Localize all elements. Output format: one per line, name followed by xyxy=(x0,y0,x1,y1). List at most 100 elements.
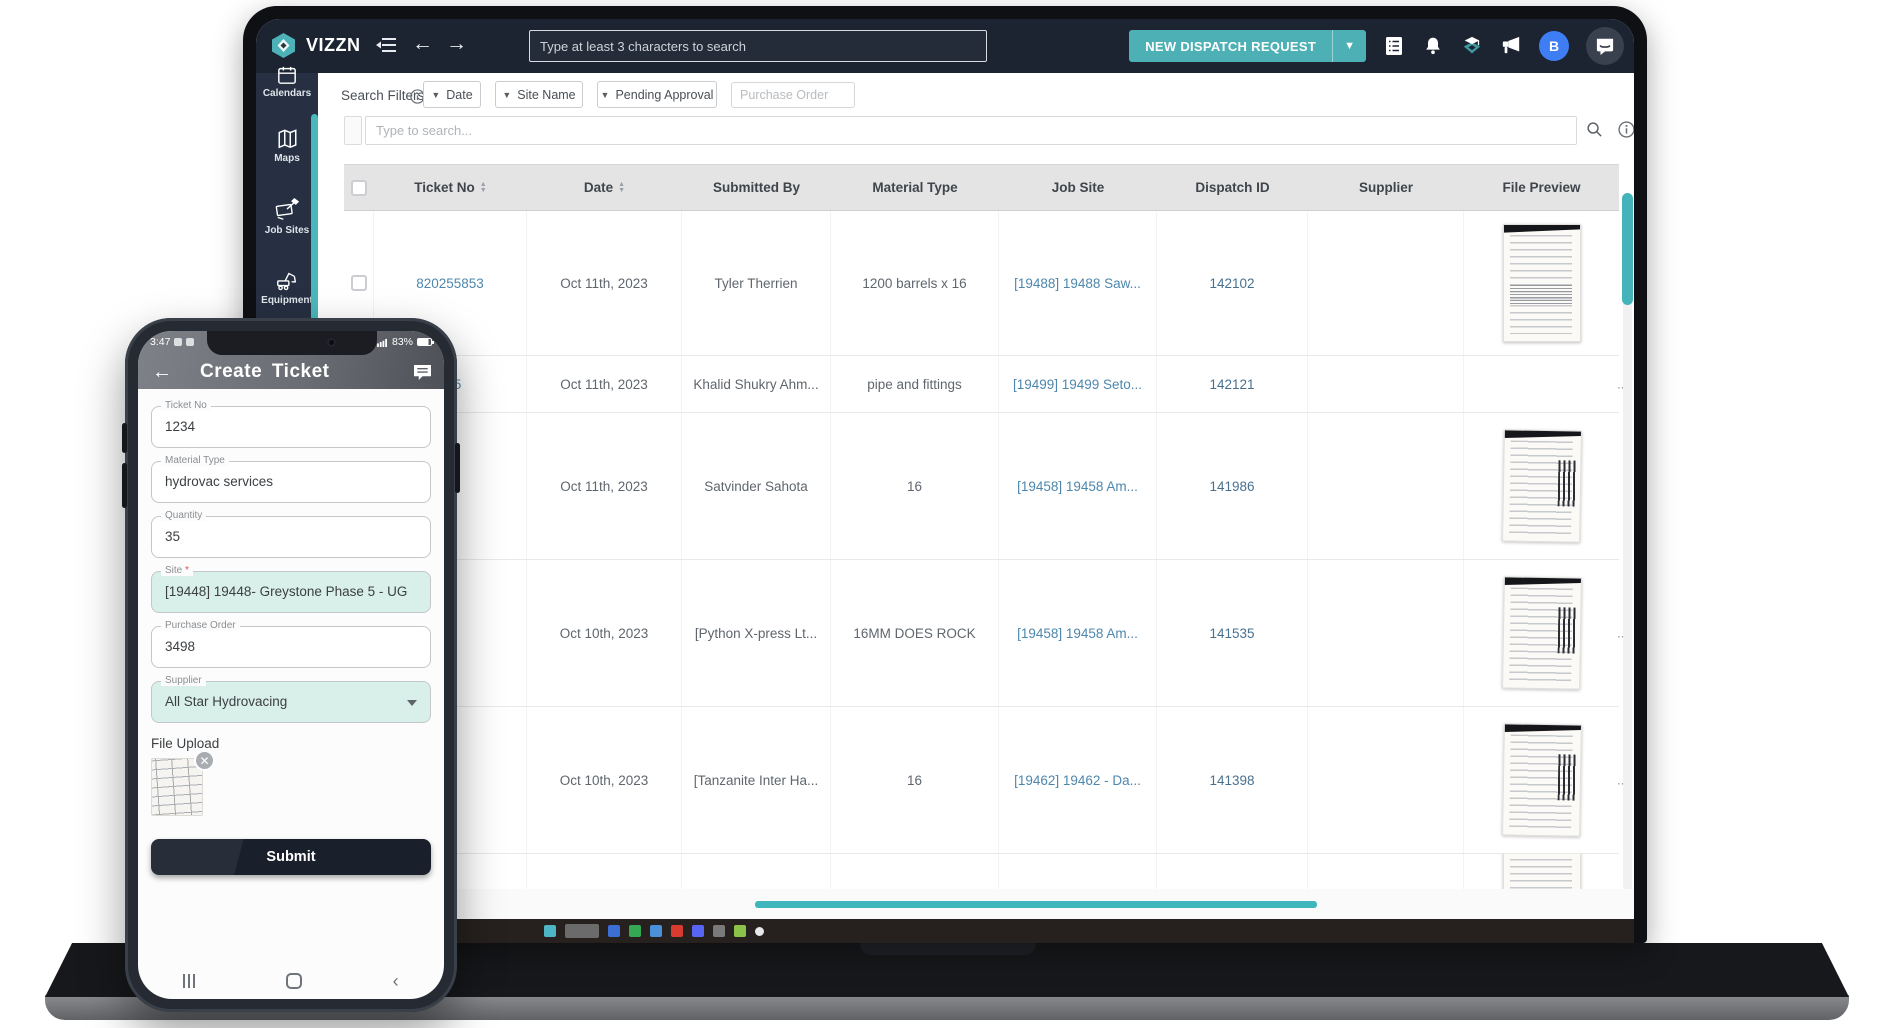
notifications-bell-icon[interactable] xyxy=(1422,35,1444,57)
vizzn-learn-icon[interactable] xyxy=(1461,35,1483,57)
file-preview-thumbnail[interactable] xyxy=(1501,429,1582,543)
announcements-megaphone-icon[interactable] xyxy=(1500,35,1522,57)
taskbar-app-icon[interactable] xyxy=(713,925,725,937)
taskbar-app-icon[interactable] xyxy=(629,925,641,937)
equipment-excavator-icon xyxy=(277,272,297,291)
sidebar-item-job-sites[interactable]: Job Sites xyxy=(256,198,318,236)
taskbar-app-icon[interactable] xyxy=(544,925,556,937)
taskbar-app-icon[interactable] xyxy=(608,925,620,937)
ticket-no-field[interactable]: Ticket No 1234 xyxy=(151,400,431,448)
site-field[interactable]: Site * [19448] 19448- Greystone Phase 5 … xyxy=(151,565,431,613)
table-header-row: Ticket No ▲ ▼ Date ▲ ▼ Submitted By Material… xyxy=(344,164,1619,211)
phone-power-button xyxy=(455,443,460,493)
column-ticket-no[interactable]: Ticket No ▲ ▼ xyxy=(414,180,487,195)
support-chat-icon[interactable] xyxy=(1586,27,1624,65)
file-preview-thumbnail[interactable] xyxy=(1501,723,1582,837)
sort-icon[interactable]: ▲ ▼ xyxy=(618,180,626,194)
file-preview-thumbnail[interactable] xyxy=(1501,576,1582,690)
notification-icon xyxy=(186,338,195,346)
file-upload-thumbnail[interactable]: ✕ xyxy=(151,750,215,820)
global-search-input[interactable] xyxy=(529,30,987,62)
tickets-table: Ticket No ▲ ▼ Date ▲ ▼ Submitted By Material… xyxy=(344,164,1628,902)
app-topbar: VIZZN ← → NEW DISPATCH REQUEST ▼ xyxy=(256,19,1634,73)
job-site-link[interactable]: [19488] 19488 Saw... xyxy=(999,211,1157,355)
job-site-link[interactable]: [19462] 19462 - Da... xyxy=(999,707,1157,853)
laptop-lid-notch xyxy=(860,943,1036,955)
chevron-down-icon: ▼ xyxy=(431,89,441,100)
brand-title: VIZZN xyxy=(306,35,361,55)
sort-icon[interactable]: ▲ ▼ xyxy=(479,180,487,194)
chevron-down-icon: ▼ xyxy=(600,89,610,100)
menu-toggle-icon[interactable] xyxy=(376,36,397,54)
user-avatar[interactable]: B xyxy=(1539,31,1569,61)
search-icon[interactable] xyxy=(1586,121,1603,138)
remove-file-icon[interactable]: ✕ xyxy=(194,750,215,771)
column-file-preview: File Preview xyxy=(1502,180,1581,195)
uploaded-image xyxy=(151,758,203,816)
battery-icon xyxy=(417,338,434,346)
android-back-icon[interactable]: ‹ xyxy=(392,971,399,991)
table-search-bar xyxy=(318,114,1634,148)
sidebar-item-equipment[interactable]: Equipment xyxy=(256,268,318,306)
new-dispatch-request-button[interactable]: NEW DISPATCH REQUEST ▼ xyxy=(1129,30,1366,62)
ticket-no-link[interactable]: 820255853 xyxy=(374,211,527,355)
table-vertical-scrollbar-track[interactable] xyxy=(1623,211,1632,891)
job-site-link[interactable]: [19458] 19458 Am... xyxy=(999,560,1157,706)
taskbar-app-icon[interactable] xyxy=(692,925,704,937)
job-sites-icon xyxy=(275,198,300,220)
filter-date-button[interactable]: ▼ Date xyxy=(423,81,481,108)
table-row[interactable]: 70 Oct 11th, 2023 Satvinder Sahota 16 [1… xyxy=(344,413,1619,560)
column-material-type: Material Type xyxy=(872,180,958,195)
taskbar-app-icon[interactable] xyxy=(734,925,746,937)
phone-chat-icon[interactable] xyxy=(413,364,432,381)
filter-site-name-button[interactable]: ▼ Site Name xyxy=(495,81,583,108)
home-icon[interactable] xyxy=(285,973,302,989)
taskbar-app-icon[interactable] xyxy=(671,925,683,937)
back-arrow-icon[interactable]: ← xyxy=(412,32,433,55)
signal-icon xyxy=(377,338,387,347)
status-time: 3:47 xyxy=(150,336,171,348)
phone-mockup: 3:47 83% ← Create Ticket xyxy=(122,318,460,1012)
job-site-link[interactable]: [19458] 19458 Am... xyxy=(999,413,1157,559)
table-row[interactable]: 62 Oct 10th, 2023 [Python X-press Lt... … xyxy=(344,560,1628,707)
dispatch-dropdown-caret[interactable]: ▼ xyxy=(1332,30,1366,62)
taskbar-app-icon[interactable] xyxy=(755,926,764,936)
table-row[interactable]: 425 Oct 11th, 2023 Khalid Shukry Ahm... … xyxy=(344,356,1628,413)
purchase-order-filter-input[interactable] xyxy=(731,82,855,108)
table-vertical-scrollbar-thumb[interactable] xyxy=(1622,193,1633,305)
purchase-order-field[interactable]: Purchase Order 3498 xyxy=(151,620,431,668)
phone-back-arrow-icon[interactable]: ← xyxy=(152,360,172,383)
column-dispatch-id: Dispatch ID xyxy=(1195,180,1270,195)
taskbar-preview-tile[interactable] xyxy=(565,924,599,938)
table-info-icon[interactable] xyxy=(1618,121,1634,138)
select-all-checkbox[interactable] xyxy=(351,179,367,196)
phone-app-header: 3:47 83% ← Create Ticket xyxy=(138,331,444,389)
job-site-link[interactable]: [19499] 19499 Seto... xyxy=(999,356,1157,412)
submit-button[interactable]: Submit xyxy=(151,839,431,875)
table-row[interactable]: 820255853 Oct 11th, 2023 Tyler Therrien … xyxy=(344,211,1628,356)
file-preview-thumbnail[interactable] xyxy=(1502,224,1581,342)
phone-status-bar: 3:47 83% xyxy=(138,331,444,353)
table-search-input[interactable] xyxy=(365,116,1577,145)
row-checkbox[interactable] xyxy=(350,275,367,291)
recents-icon[interactable] xyxy=(183,974,196,988)
forms-list-icon[interactable] xyxy=(1383,35,1405,57)
phone-screen: 3:47 83% ← Create Ticket xyxy=(138,331,444,999)
sidebar-item-maps[interactable]: Maps xyxy=(256,128,318,164)
phone-volume-button xyxy=(122,463,127,508)
quantity-field[interactable]: Quantity 35 xyxy=(151,510,431,558)
forward-arrow-icon[interactable]: → xyxy=(446,32,467,55)
taskbar-app-icon[interactable] xyxy=(650,925,662,937)
sidebar-item-calendars[interactable]: Calendars xyxy=(256,65,318,99)
windows-taskbar xyxy=(318,919,1634,943)
phone-camera xyxy=(327,338,336,347)
material-type-field[interactable]: Material Type hydrovac services xyxy=(151,455,431,503)
table-row[interactable]: 06 Oct 10th, 2023 [Tanzanite Inter Ha...… xyxy=(344,707,1628,854)
column-date[interactable]: Date ▲ ▼ xyxy=(583,180,626,195)
supplier-select[interactable]: Supplier All Star Hydrovacing xyxy=(151,675,431,723)
map-icon xyxy=(278,129,296,149)
filter-pending-approval-button[interactable]: ▼ Pending Approval xyxy=(597,81,717,108)
calendar-icon xyxy=(278,66,296,84)
horizontal-scrollbar-thumb[interactable] xyxy=(755,901,1317,908)
